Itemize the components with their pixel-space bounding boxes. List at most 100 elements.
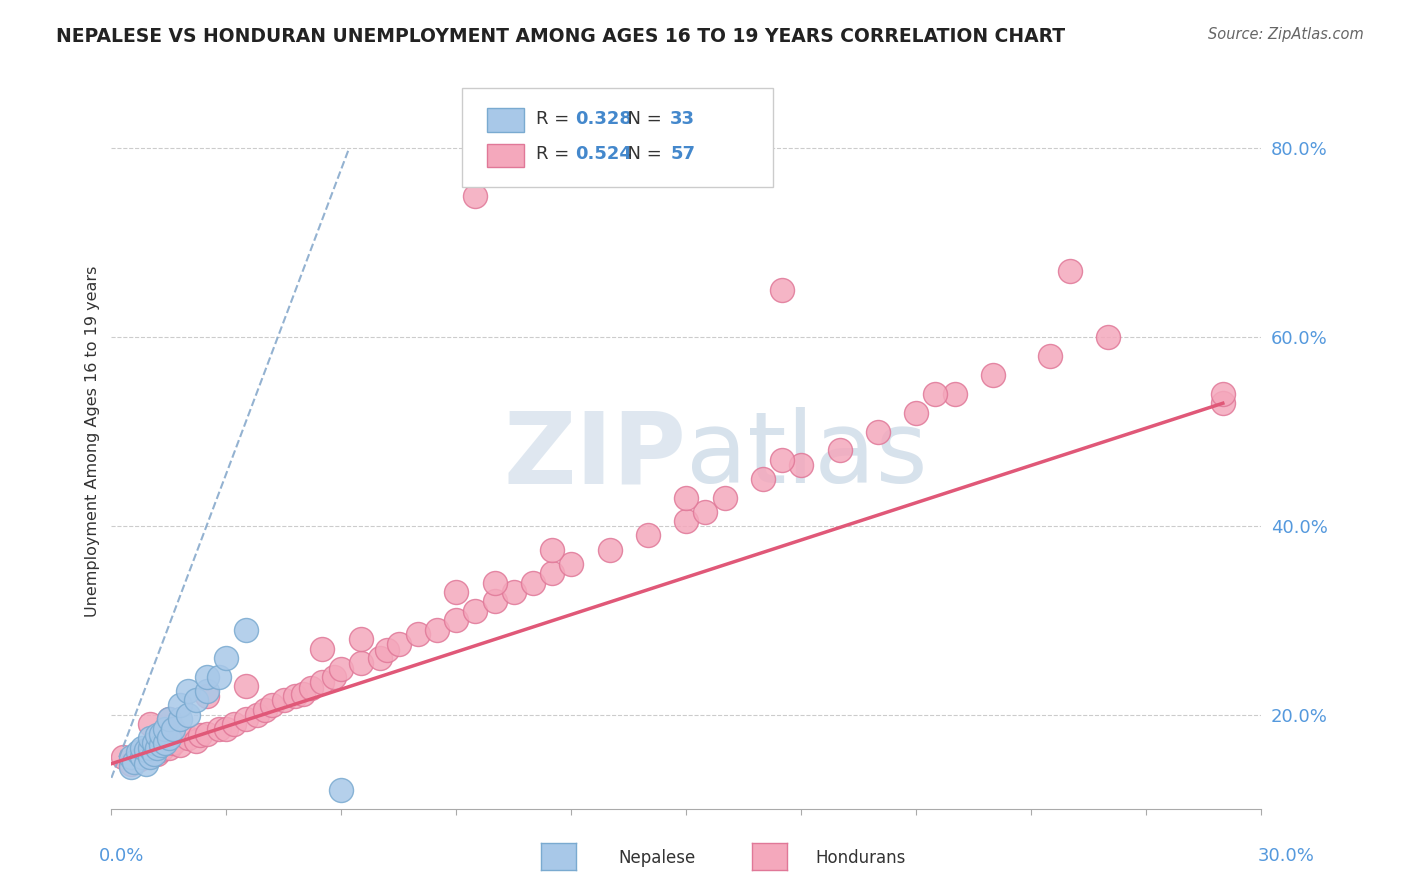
Point	[138, 731, 160, 746]
Text: ZIP: ZIP	[503, 408, 686, 504]
Point	[1039, 349, 1062, 363]
Text: 0.328: 0.328	[575, 110, 631, 128]
Point	[426, 623, 449, 637]
Point	[124, 755, 146, 769]
Point	[177, 684, 200, 698]
Point	[1212, 386, 1234, 401]
Point	[905, 406, 928, 420]
Point	[388, 637, 411, 651]
Point	[146, 747, 169, 762]
Text: R =: R =	[536, 110, 575, 128]
Point	[142, 747, 165, 762]
Text: 0.0%: 0.0%	[98, 847, 143, 865]
Point	[1059, 264, 1081, 278]
Point	[235, 623, 257, 637]
Point	[131, 747, 153, 762]
Point	[135, 743, 157, 757]
Point	[292, 687, 315, 701]
Point	[675, 514, 697, 528]
Point	[120, 759, 142, 773]
Text: 0.524: 0.524	[575, 145, 631, 163]
Point	[446, 585, 468, 599]
Point	[502, 585, 524, 599]
Point	[637, 528, 659, 542]
Point	[120, 756, 142, 771]
Point	[695, 505, 717, 519]
FancyBboxPatch shape	[463, 87, 772, 187]
Point	[157, 712, 180, 726]
Point	[273, 693, 295, 707]
Text: Source: ZipAtlas.com: Source: ZipAtlas.com	[1208, 27, 1364, 42]
Point	[464, 188, 486, 202]
Point	[142, 736, 165, 750]
Point	[153, 722, 176, 736]
Point	[828, 443, 851, 458]
Point	[464, 604, 486, 618]
Point	[208, 670, 231, 684]
Point	[111, 750, 134, 764]
Point	[446, 613, 468, 627]
Point	[752, 472, 775, 486]
Point	[162, 736, 184, 750]
Point	[299, 681, 322, 696]
Point	[330, 783, 353, 797]
Point	[866, 425, 889, 439]
Point	[924, 386, 946, 401]
Point	[184, 693, 207, 707]
Point	[1097, 330, 1119, 344]
Point	[1212, 396, 1234, 410]
Text: 57: 57	[671, 145, 695, 163]
Point	[195, 689, 218, 703]
Point	[169, 738, 191, 752]
Point	[195, 670, 218, 684]
Point	[943, 386, 966, 401]
FancyBboxPatch shape	[488, 108, 524, 132]
Point	[157, 731, 180, 746]
Point	[135, 756, 157, 771]
Point	[349, 632, 371, 647]
Point	[311, 641, 333, 656]
Point	[131, 750, 153, 764]
Point	[541, 542, 564, 557]
Text: N =: N =	[616, 110, 668, 128]
Point	[322, 670, 344, 684]
Point	[146, 740, 169, 755]
Point	[770, 283, 793, 297]
Text: N =: N =	[616, 145, 668, 163]
Point	[146, 728, 169, 742]
Point	[188, 728, 211, 742]
Point	[135, 750, 157, 764]
Text: NEPALESE VS HONDURAN UNEMPLOYMENT AMONG AGES 16 TO 19 YEARS CORRELATION CHART: NEPALESE VS HONDURAN UNEMPLOYMENT AMONG …	[56, 27, 1066, 45]
Point	[770, 453, 793, 467]
Text: 33: 33	[671, 110, 695, 128]
Point	[150, 738, 173, 752]
Text: Hondurans: Hondurans	[815, 849, 905, 867]
Text: R =: R =	[536, 145, 575, 163]
Point	[541, 566, 564, 580]
Point	[138, 745, 160, 759]
Point	[208, 722, 231, 736]
Point	[215, 651, 238, 665]
Point	[138, 717, 160, 731]
Point	[981, 368, 1004, 382]
FancyBboxPatch shape	[488, 144, 524, 167]
Point	[790, 458, 813, 472]
Point	[330, 662, 353, 676]
Point	[235, 679, 257, 693]
Point	[127, 745, 149, 759]
Point	[169, 698, 191, 713]
Point	[235, 712, 257, 726]
Point	[177, 707, 200, 722]
Point	[120, 750, 142, 764]
Point	[253, 703, 276, 717]
Text: 30.0%: 30.0%	[1258, 847, 1315, 865]
Point	[368, 651, 391, 665]
Point	[138, 740, 160, 755]
Point	[157, 740, 180, 755]
Point	[311, 674, 333, 689]
Point	[406, 627, 429, 641]
Point	[484, 575, 506, 590]
Text: atlas: atlas	[686, 408, 928, 504]
Point	[131, 740, 153, 755]
Y-axis label: Unemployment Among Ages 16 to 19 years: Unemployment Among Ages 16 to 19 years	[86, 265, 100, 616]
